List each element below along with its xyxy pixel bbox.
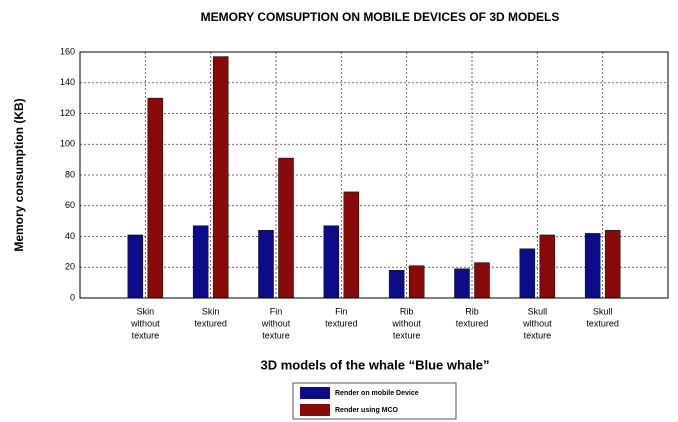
x-tick-label: without — [261, 318, 291, 328]
y-tick-label: 40 — [65, 231, 75, 241]
legend-label: Render on mobile Device — [335, 390, 419, 397]
x-tick-label: Skin — [137, 306, 155, 316]
y-tick-label: 140 — [60, 77, 75, 87]
bar — [388, 270, 405, 299]
x-tick-label: without — [522, 318, 552, 328]
x-tick-label: Skull — [528, 306, 548, 316]
legend-swatch — [300, 404, 330, 416]
y-tick-label: 0 — [70, 292, 75, 302]
bar — [584, 233, 601, 299]
bar — [539, 234, 556, 299]
bar — [192, 225, 209, 299]
x-tick-label: without — [391, 318, 421, 328]
y-tick-label: 160 — [60, 46, 75, 56]
legend-label: Render using MCO — [335, 407, 399, 414]
x-tick-label: textured — [194, 318, 227, 328]
bar — [323, 225, 340, 299]
y-tick-label: 60 — [65, 200, 75, 210]
y-tick-label: 20 — [65, 262, 75, 272]
bar — [258, 230, 274, 299]
x-axis-label: 3D models of the whale “Blue whale” — [261, 357, 490, 372]
x-tick-label: without — [130, 318, 160, 328]
x-tick-label: Fin — [335, 306, 348, 316]
y-tick-label: 100 — [60, 139, 75, 149]
bar — [408, 265, 425, 299]
y-axis-label: Memory consumption (KB) — [12, 98, 26, 251]
legend-swatch — [300, 387, 330, 399]
bar — [147, 97, 164, 299]
bar — [278, 157, 294, 299]
x-tick-label: Skin — [202, 306, 220, 316]
x-tick-label: Rib — [465, 306, 479, 316]
bar — [519, 248, 536, 299]
x-tick-label: textured — [586, 318, 619, 328]
x-tick-label: texture — [393, 330, 421, 340]
y-tick-label: 80 — [65, 169, 75, 179]
x-tick-label: texture — [132, 330, 160, 340]
bar — [212, 56, 229, 299]
bar — [454, 268, 470, 299]
x-tick-label: textured — [325, 318, 358, 328]
x-tick-label: Fin — [270, 306, 283, 316]
x-tick-label: textured — [456, 318, 489, 328]
x-tick-label: Rib — [400, 306, 414, 316]
bar — [127, 234, 144, 299]
x-tick-label: texture — [524, 330, 552, 340]
chart-title: MEMORY COMSUPTION ON MOBILE DEVICES OF 3… — [201, 10, 560, 24]
x-tick-label: Skull — [593, 306, 613, 316]
x-tick-label: texture — [262, 330, 290, 340]
bar — [343, 191, 360, 299]
bar — [474, 262, 490, 299]
plot-frame — [79, 51, 669, 299]
bar — [604, 230, 621, 299]
y-tick-label: 120 — [60, 108, 75, 118]
